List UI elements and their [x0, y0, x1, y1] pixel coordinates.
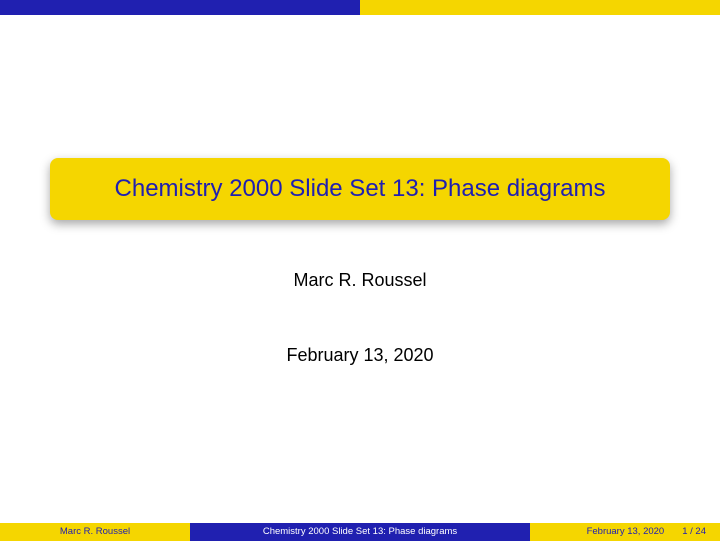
- top-bar-right: [360, 0, 720, 15]
- slide-date: February 13, 2020: [0, 345, 720, 366]
- author-name: Marc R. Roussel: [0, 270, 720, 291]
- title-box: Chemistry 2000 Slide Set 13: Phase diagr…: [50, 158, 670, 220]
- footer-bar: Marc R. Roussel Chemistry 2000 Slide Set…: [0, 523, 720, 541]
- footer-page-number: 1 / 24: [682, 523, 706, 541]
- footer-right: February 13, 2020 1 / 24: [530, 523, 720, 541]
- footer-date: February 13, 2020: [587, 523, 665, 541]
- slide-title: Chemistry 2000 Slide Set 13: Phase diagr…: [115, 175, 606, 203]
- top-bar-left: [0, 0, 360, 15]
- footer-title: Chemistry 2000 Slide Set 13: Phase diagr…: [190, 523, 530, 541]
- top-progress-bar: [0, 0, 720, 15]
- footer-author: Marc R. Roussel: [0, 523, 190, 541]
